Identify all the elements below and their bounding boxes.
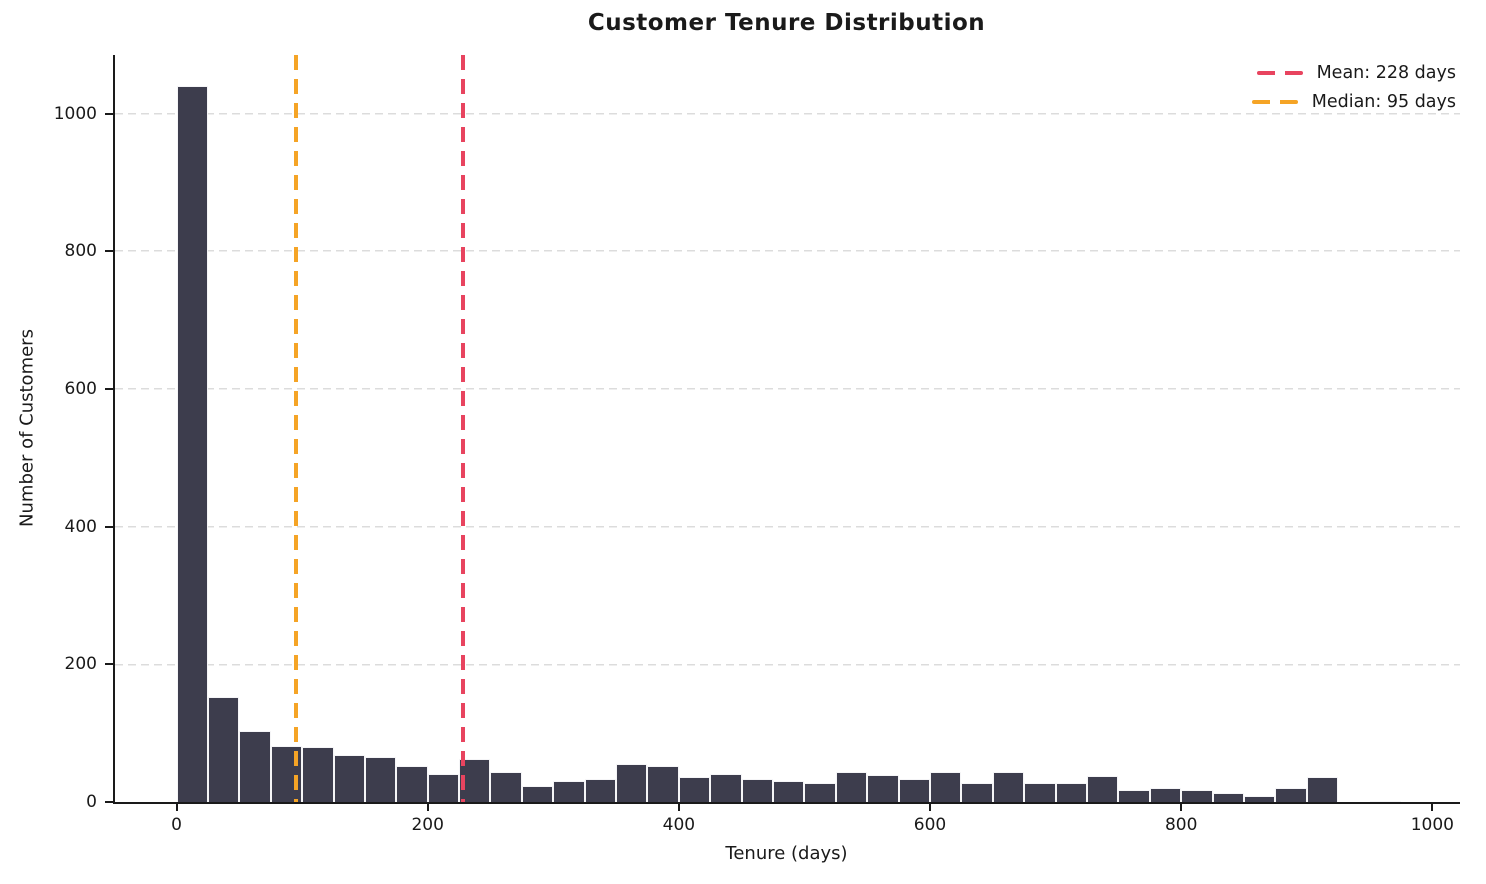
histogram-bar	[741, 779, 774, 802]
grid-layer	[115, 55, 1460, 802]
y-tick-label-800: 800	[64, 241, 97, 262]
histogram-bar	[239, 731, 271, 802]
x-tick-label-0: 0	[171, 815, 182, 835]
histogram-bar	[207, 697, 240, 802]
histogram-bar	[647, 765, 679, 802]
histogram-bar	[364, 756, 397, 802]
gridline-y-1000	[115, 112, 1460, 115]
histogram-bar	[1055, 783, 1087, 802]
histogram-bar	[1149, 787, 1182, 802]
histogram-bar	[1118, 789, 1150, 802]
histogram-bar	[678, 776, 711, 802]
legend-entry-mean: Mean: 228 days	[1252, 63, 1456, 83]
gridline-y-400	[115, 525, 1460, 528]
histogram-bar	[930, 771, 962, 802]
y-tick-label-400: 400	[64, 516, 97, 537]
histogram-bar	[1212, 793, 1244, 802]
annotation-layer	[115, 55, 1460, 802]
x-tick-mark-0	[175, 804, 178, 811]
histogram-bar	[1306, 777, 1339, 802]
gridline-y-600	[115, 388, 1460, 391]
y-tick-mark-0	[105, 801, 113, 803]
x-tick-label-800: 800	[1164, 815, 1198, 835]
x-tick-mark-600	[929, 804, 932, 811]
histogram-bar	[804, 783, 836, 802]
y-tick-mark-800	[105, 250, 113, 253]
histogram-bar	[1369, 800, 1401, 802]
y-tick-label-1000: 1000	[53, 103, 97, 124]
legend: Mean: 228 days Median: 95 days	[1251, 63, 1456, 112]
x-tick-label-400: 400	[662, 815, 696, 835]
x-tick-mark-800	[1180, 804, 1183, 811]
x-tick-mark-200	[426, 804, 429, 811]
histogram-bar	[427, 774, 460, 802]
plot-area: 0 200 400 600 800 1000 0 200 400 600 800 1000 Mean:…	[54, 55, 1460, 835]
histogram-bar	[867, 775, 899, 802]
histogram-bar	[333, 755, 365, 802]
histogram-bar	[490, 771, 522, 802]
legend-label-median: Median: 95 days	[1311, 92, 1456, 112]
histogram-bar	[616, 764, 648, 802]
y-tick-mark-600	[105, 387, 113, 390]
chart-title: Customer Tenure Distribution	[587, 10, 986, 36]
y-tick-mark-200	[105, 663, 113, 666]
legend-label-mean: Mean: 228 days	[1316, 63, 1456, 83]
histogram-bar	[773, 780, 805, 802]
median-dashed-line-swatch	[1251, 100, 1298, 104]
tick-layer: 0 200 400 600 800 1000 0 200 400 600 800 1000	[54, 55, 1460, 835]
histogram-bar	[961, 782, 993, 802]
y-tick-label-200: 200	[64, 654, 97, 675]
histogram-bar	[710, 774, 742, 802]
histogram-bar	[1024, 782, 1056, 802]
histogram-bar	[898, 779, 931, 802]
histogram-bar	[835, 771, 868, 802]
x-tick-label-200: 200	[411, 815, 444, 835]
histogram-bar	[521, 786, 554, 802]
histogram-bar	[1243, 795, 1276, 802]
y-tick-mark-400	[105, 525, 113, 528]
mean-dashed-line-swatch	[1256, 71, 1303, 75]
gridline-y-200	[115, 663, 1460, 666]
x-tick-label-1000: 1000	[1410, 815, 1454, 835]
histogram-bar	[553, 780, 585, 802]
median-line	[294, 55, 298, 802]
mean-line	[461, 55, 465, 802]
y-axis-label: Number of Customers	[16, 329, 38, 527]
x-axis-label: Tenure (days)	[725, 843, 848, 864]
y-tick-label-600: 600	[64, 378, 97, 399]
histogram-bar	[176, 85, 208, 802]
histogram-bar	[302, 746, 334, 802]
histogram-bar	[1275, 787, 1307, 802]
bar-layer	[115, 55, 1460, 802]
x-tick-mark-1000	[1431, 804, 1434, 811]
legend-entry-median: Median: 95 days	[1251, 92, 1456, 112]
y-tick-mark-1000	[105, 112, 113, 115]
histogram-bar	[1087, 775, 1119, 802]
gridline-y-800	[115, 250, 1460, 253]
x-tick-mark-400	[677, 804, 680, 811]
x-tick-label-600: 600	[913, 815, 947, 835]
y-tick-label-0: 0	[86, 792, 97, 812]
histogram-bar	[584, 779, 617, 802]
histogram-bar	[1181, 790, 1213, 802]
histogram-bar	[992, 771, 1025, 802]
histogram-bar	[396, 765, 428, 802]
